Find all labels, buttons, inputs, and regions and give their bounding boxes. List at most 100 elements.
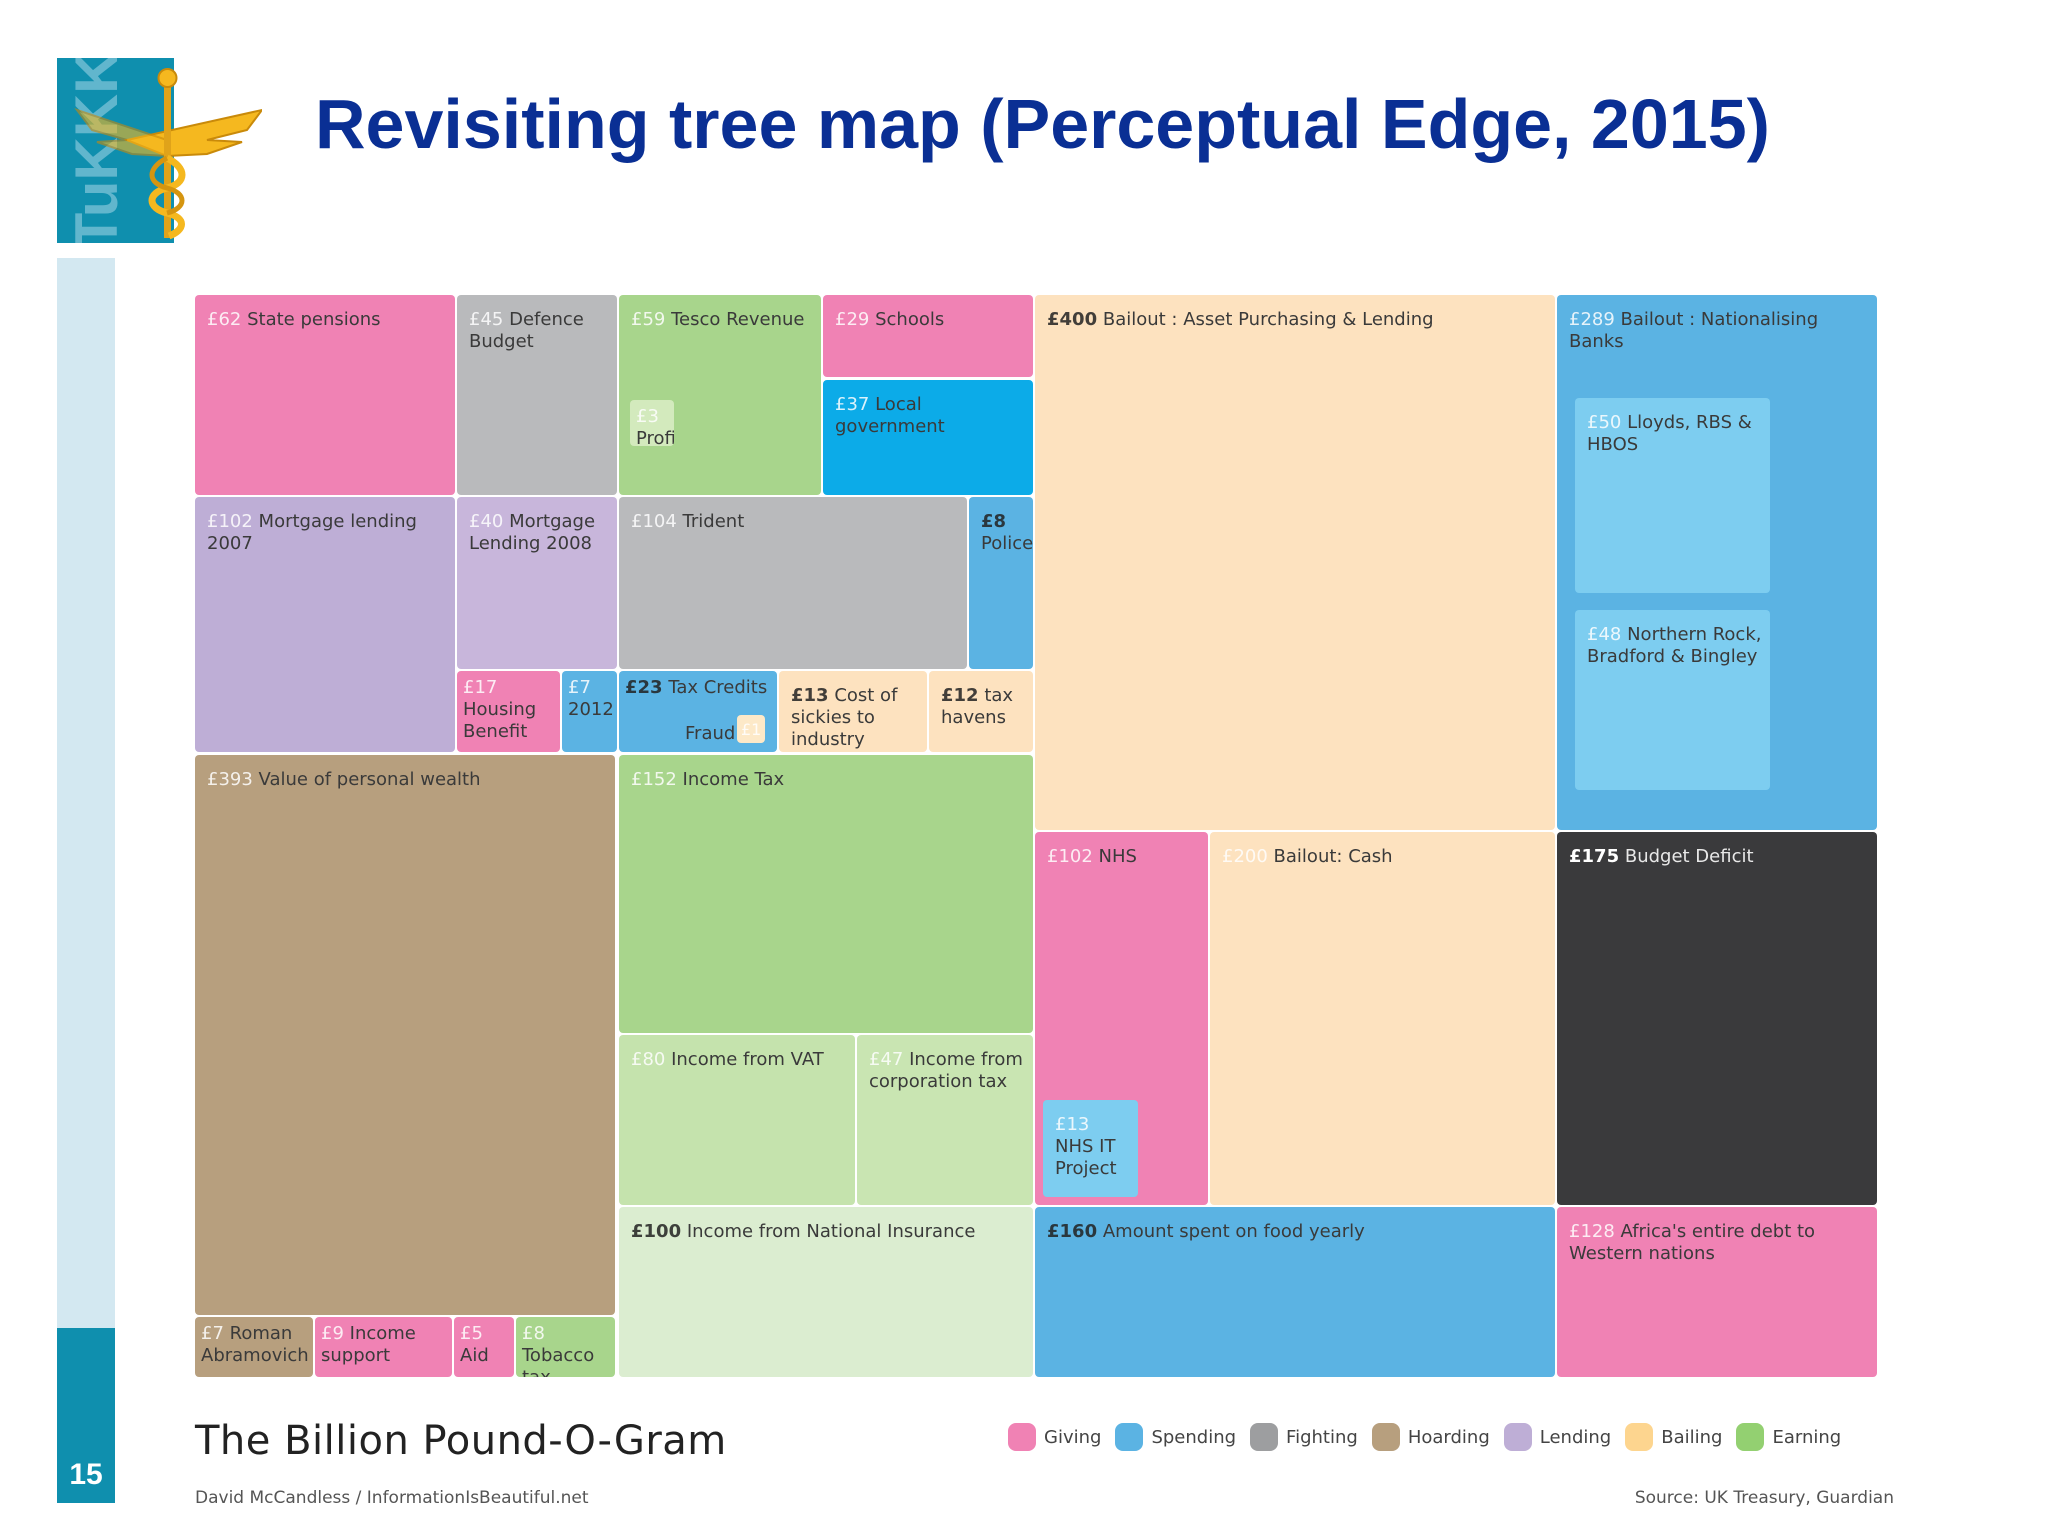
cell-amount: £13	[1055, 1114, 1090, 1135]
treemap-cell: £152 Income Tax	[619, 755, 1033, 1033]
cell-amount: £8	[981, 511, 1007, 532]
treemap-cell: £40 Mortgage Lending 2008	[457, 497, 617, 669]
cell-label: 2012	[568, 699, 614, 720]
cell-amount: £37	[835, 394, 870, 415]
treemap-cell: £5 Aid	[454, 1317, 514, 1377]
chart-credit: David McCandless / InformationIsBeautifu…	[195, 1488, 589, 1508]
cell-amount: £29	[835, 309, 870, 330]
cell-label: Mortgage Lending 2008	[469, 511, 596, 554]
cell-label: Aid	[460, 1345, 489, 1366]
slide-title: Revisiting tree map (Perceptual Edge, 20…	[315, 85, 1770, 163]
cell-label: Bailout : Asset Purchasing & Lending	[1102, 309, 1434, 330]
legend-item: Hoarding	[1371, 1423, 1490, 1451]
cell-amount: £104	[631, 511, 677, 532]
treemap-cell: £37 Local government	[823, 380, 1033, 495]
svg-text:TuKKK: TuKKK	[63, 58, 130, 243]
legend-swatch	[1371, 1423, 1400, 1451]
legend-label: Spending	[1151, 1426, 1237, 1448]
cell-amount: £3	[636, 406, 659, 427]
legend-swatch	[1736, 1423, 1765, 1451]
cell-label: Local government	[835, 394, 945, 437]
treemap-cell: £59 Tesco Revenue	[619, 295, 821, 495]
cell-label: Profits	[636, 428, 674, 446]
cell-amount: £289	[1569, 309, 1615, 330]
cell-amount: £47	[869, 1049, 904, 1070]
cell-label: Tax Credits	[668, 677, 768, 698]
cell-label: State pensions	[247, 309, 381, 330]
treemap-cell: £13 Cost of sickies to industry	[779, 671, 927, 752]
cell-label: Police	[981, 533, 1033, 554]
cell-label: Income support	[321, 1323, 416, 1366]
treemap-cell: £50 Lloyds, RBS & HBOS	[1575, 398, 1770, 593]
cell-label: Roman Abramovich	[201, 1323, 309, 1366]
treemap-cell: £175 Budget Deficit	[1557, 832, 1877, 1205]
cell-amount: £100	[631, 1221, 682, 1242]
treemap-cell: £48 Northern Rock, Bradford & Bingley	[1575, 610, 1770, 790]
treemap-cell: £17 Housing Benefit	[457, 671, 560, 752]
cell-amount: £393	[207, 769, 253, 790]
cell-amount: £8	[522, 1323, 545, 1344]
legend-item: Lending	[1503, 1423, 1612, 1451]
cell-label: Income from VAT	[671, 1049, 824, 1070]
sidebar-light-bar	[57, 258, 115, 1328]
treemap-cell: £45 Defence Budget	[457, 295, 617, 495]
treemap-cell: £7 2012	[562, 671, 617, 752]
cell-amount: £17	[463, 677, 498, 698]
cell-amount: £9	[321, 1323, 344, 1344]
cell-label: Tobacco tax	[522, 1345, 595, 1377]
cell-label: Cost of sickies to industry	[791, 685, 898, 750]
cell-amount: £7	[201, 1323, 224, 1344]
cell-amount: £7	[568, 677, 591, 698]
chart-title: The Billion Pound-O-Gram	[195, 1418, 727, 1464]
cell-amount: £45	[469, 309, 504, 330]
treemap-cell: £7 Roman Abramovich	[195, 1317, 313, 1377]
cell-label: Fraud	[685, 723, 736, 744]
legend-label: Fighting	[1286, 1426, 1358, 1448]
cell-amount: £13	[791, 685, 829, 706]
cell-amount: £48	[1587, 624, 1622, 645]
treemap-cell: £160 Amount spent on food yearly	[1035, 1207, 1555, 1377]
cell-label: Bailout: Cash	[1273, 846, 1393, 867]
cell-label: Value of personal wealth	[258, 769, 481, 790]
treemap-cell: £8 Police	[969, 497, 1033, 669]
cell-label: tax havens	[941, 685, 1014, 728]
treemap-cell: £9 Income support	[315, 1317, 452, 1377]
cell-label: Income Tax	[682, 769, 785, 790]
legend-label: Giving	[1044, 1426, 1102, 1448]
treemap-cell: £102 Mortgage lending 2007	[195, 497, 455, 752]
treemap-cell: £80 Income from VAT	[619, 1035, 855, 1205]
treemap-cell: £393 Value of personal wealth	[195, 755, 615, 1315]
cell-amount: £5	[460, 1323, 483, 1344]
legend-label: Lending	[1539, 1426, 1612, 1448]
legend-item: Earning	[1736, 1423, 1841, 1451]
chart-legend: Giving Spending Fighting Hoarding Lending Bai…	[1008, 1420, 1841, 1454]
cell-label: Lloyds, RBS & HBOS	[1587, 412, 1752, 455]
treemap-cell: £13 NHS IT Project	[1043, 1100, 1138, 1197]
cell-amount: £62	[207, 309, 242, 330]
treemap-cell: £128 Africa's entire debt to Western nat…	[1557, 1207, 1877, 1377]
cell-amount: £160	[1047, 1221, 1098, 1242]
cell-amount: £12	[941, 685, 979, 706]
cell-label: Income from National Insurance	[686, 1221, 976, 1242]
cell-amount: £80	[631, 1049, 666, 1070]
legend-swatch	[1625, 1423, 1654, 1451]
cell-label: Bailout : Nationalising Banks	[1569, 309, 1819, 352]
cell-label: Northern Rock, Bradford & Bingley	[1587, 624, 1762, 667]
treemap-cell: £62 State pensions	[195, 295, 455, 495]
cell-amount: £128	[1569, 1221, 1615, 1242]
treemap-cell: £100 Income from National Insurance	[619, 1207, 1033, 1377]
treemap-cell: £400 Bailout : Asset Purchasing & Lendin…	[1035, 295, 1555, 830]
cell-amount: £50	[1587, 412, 1622, 433]
legend-swatch	[1250, 1423, 1279, 1451]
treemap-cell: £8 Tobacco tax	[516, 1317, 615, 1377]
cell-label: Amount spent on food yearly	[1102, 1221, 1365, 1242]
cell-label: Trident	[682, 511, 745, 532]
cell-label: NHS	[1098, 846, 1137, 867]
legend-item: Giving	[1008, 1423, 1101, 1451]
sidebar-dark-bar	[57, 1328, 115, 1503]
legend-swatch	[1503, 1423, 1532, 1451]
legend-item: Spending	[1115, 1423, 1236, 1451]
cell-amount: £152	[631, 769, 677, 790]
